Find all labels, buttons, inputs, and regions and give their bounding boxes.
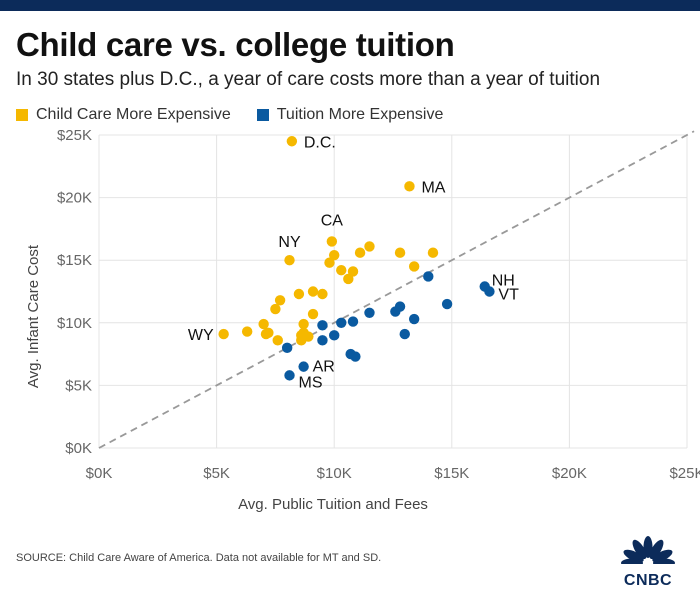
tuition-point — [364, 307, 375, 318]
point-label-ca: CA — [321, 212, 344, 229]
tuition-point — [408, 313, 420, 325]
tuition-point — [441, 298, 453, 310]
child-care-point — [394, 247, 406, 258]
point-label-dc: D.C. — [304, 134, 336, 151]
tuition-point — [336, 317, 347, 328]
child-care-point — [336, 265, 347, 276]
y-tick-label: $0K — [65, 440, 92, 457]
tuition-point — [317, 320, 328, 331]
child-care-point — [307, 308, 319, 320]
child-care-point — [218, 328, 229, 340]
source-note: SOURCE: Child Care Aware of America. Dat… — [16, 552, 382, 564]
child-care-point — [326, 236, 338, 247]
point-label-nh: NH — [492, 272, 515, 289]
child-care-point — [298, 318, 309, 330]
tuition-point — [298, 361, 309, 372]
tuition-point — [347, 316, 359, 327]
y-axis-label: Avg. Infant Care Cost — [25, 244, 42, 388]
x-tick-label: $10K — [317, 465, 352, 482]
child-care-point — [317, 288, 328, 300]
point-label-wy: WY — [188, 327, 214, 344]
legend-item-child-care: Child Care More Expensive — [16, 106, 231, 124]
point-label-vt: VT — [498, 287, 519, 304]
tuition-point — [317, 335, 328, 346]
scatter-chart: $0K $5K $10K $15K $20K $25K $0K $5K $10K $15K $20K… — [0, 130, 700, 530]
child-care-point — [296, 335, 307, 346]
x-tick-label: $0K — [86, 465, 113, 482]
scatter-plot-svg: $0K $5K $10K $15K $20K $25K $0K $5K $10K $15K $20K… — [25, 130, 700, 513]
child-care-point — [258, 318, 269, 330]
chart-subtitle: In 30 states plus D.C., a year of care c… — [16, 69, 601, 90]
child-care-point — [347, 266, 359, 277]
cnbc-logo: CNBC — [608, 533, 688, 591]
child-care-point — [404, 181, 415, 192]
y-tick-label: $25K — [57, 130, 92, 144]
tuition-point — [399, 328, 410, 340]
top-banner — [0, 0, 700, 11]
child-care-point — [272, 335, 283, 346]
child-care-point — [324, 257, 335, 268]
y-tick-label: $15K — [57, 252, 92, 269]
child-care-point — [270, 303, 281, 315]
child-care-point — [274, 295, 286, 306]
tuition-point — [390, 306, 401, 317]
legend-label-tuition: Tuition More Expensive — [276, 106, 444, 123]
legend-swatch-child-care — [16, 109, 28, 121]
y-tick-label: $5K — [65, 377, 92, 394]
legend-item-tuition: Tuition More Expensive — [256, 106, 444, 124]
chart-title: Child care vs. college tuition — [16, 26, 455, 63]
x-tick-label: $20K — [552, 465, 587, 482]
tuition-point — [284, 370, 295, 381]
point-label-ma: MA — [421, 179, 445, 196]
tuition-point — [329, 330, 340, 341]
child-care-point — [343, 273, 354, 285]
tuition-point — [281, 342, 293, 354]
child-care-point — [364, 241, 375, 252]
x-tick-label: $15K — [434, 465, 469, 482]
child-care-point — [293, 288, 305, 300]
reference-line — [98, 130, 695, 449]
x-tick-label: $5K — [203, 465, 230, 482]
y-tick-label: $10K — [57, 315, 92, 332]
child-care-point — [354, 247, 366, 258]
peacock-icon — [620, 536, 676, 573]
legend-swatch-tuition — [256, 109, 269, 121]
y-tick-label: $20K — [57, 190, 92, 207]
child-care-point — [427, 247, 439, 258]
child-care-point — [260, 328, 272, 340]
child-care-point — [329, 249, 340, 261]
child-care-point — [408, 261, 420, 272]
x-axis-label: Avg. Public Tuition and Fees — [238, 496, 428, 513]
child-care-point — [307, 286, 319, 297]
x-tick-label: $25K — [669, 465, 700, 482]
tuition-point — [350, 351, 361, 362]
child-care-point — [284, 255, 295, 266]
point-label-ms: MS — [299, 374, 323, 391]
tuition-point — [423, 271, 434, 282]
tuition-point — [484, 286, 495, 297]
point-label-ny: NY — [278, 234, 301, 251]
point-label-ar: AR — [313, 359, 335, 376]
child-care-point — [241, 326, 253, 337]
legend-label-child-care: Child Care More Expensive — [36, 106, 231, 123]
chart-legend: Child Care More Expensive Tuition More E… — [16, 106, 469, 124]
logo-text: CNBC — [623, 572, 673, 589]
child-care-point — [286, 136, 298, 147]
